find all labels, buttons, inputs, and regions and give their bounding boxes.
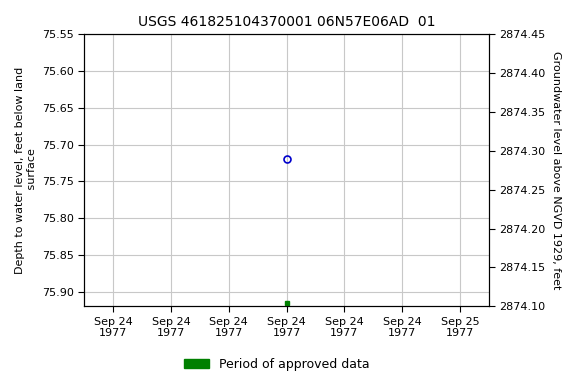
Title: USGS 461825104370001 06N57E06AD  01: USGS 461825104370001 06N57E06AD 01 — [138, 15, 435, 29]
Y-axis label: Groundwater level above NGVD 1929, feet: Groundwater level above NGVD 1929, feet — [551, 51, 561, 290]
Y-axis label: Depth to water level, feet below land
 surface: Depth to water level, feet below land su… — [15, 67, 37, 274]
Legend: Period of approved data: Period of approved data — [179, 353, 374, 376]
